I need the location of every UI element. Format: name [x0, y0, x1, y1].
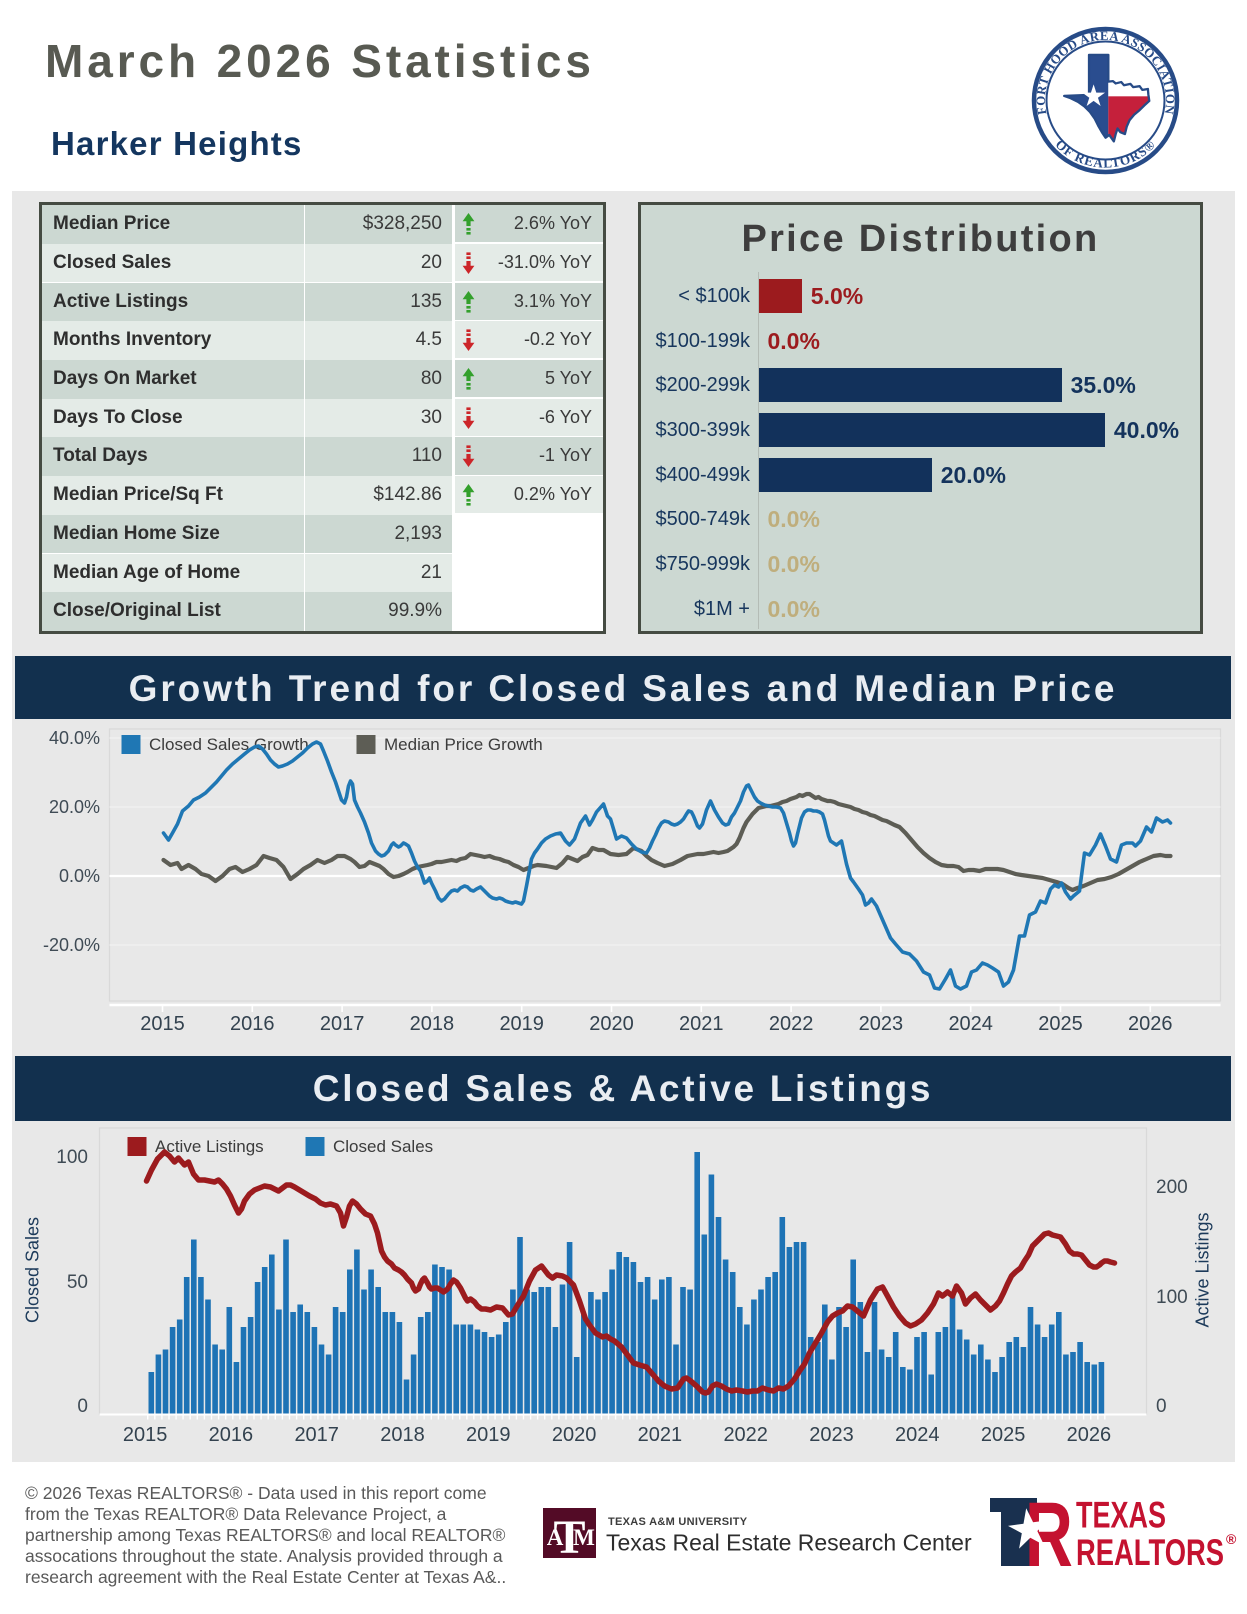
- svg-text:2017: 2017: [319, 1013, 364, 1035]
- svg-text:0: 0: [1156, 1396, 1167, 1417]
- svg-text:2023: 2023: [858, 1013, 903, 1035]
- svg-text:Closed Sales: Closed Sales: [333, 1137, 433, 1156]
- svg-text:A: A: [547, 1525, 564, 1550]
- svg-text:T: T: [553, 1511, 585, 1564]
- svg-text:20.0%: 20.0%: [48, 797, 99, 817]
- svg-text:Active Listings: Active Listings: [155, 1137, 264, 1156]
- svg-text:40.0%: 40.0%: [48, 728, 99, 748]
- svg-text:2026: 2026: [1066, 1424, 1111, 1446]
- svg-text:OF REALTORS®: OF REALTORS®: [1053, 136, 1159, 170]
- svg-text:2018: 2018: [409, 1013, 454, 1035]
- svg-text:2019: 2019: [466, 1424, 511, 1446]
- svg-text:2025: 2025: [980, 1424, 1025, 1446]
- svg-text:2026: 2026: [1128, 1013, 1173, 1035]
- svg-text:200: 200: [1156, 1177, 1188, 1198]
- svg-text:®: ®: [1226, 1531, 1237, 1547]
- svg-text:Closed Sales: Closed Sales: [22, 1217, 42, 1323]
- svg-text:2021: 2021: [679, 1013, 724, 1035]
- svg-text:100: 100: [1156, 1287, 1188, 1308]
- svg-text:2024: 2024: [895, 1424, 940, 1446]
- svg-text:2024: 2024: [948, 1013, 993, 1035]
- svg-text:-20.0%: -20.0%: [42, 935, 99, 955]
- svg-text:Closed Sales Growth: Closed Sales Growth: [149, 735, 309, 754]
- svg-text:2015: 2015: [140, 1013, 185, 1035]
- svg-text:2015: 2015: [122, 1424, 167, 1446]
- svg-text:2016: 2016: [208, 1424, 253, 1446]
- svg-text:100: 100: [56, 1147, 88, 1168]
- svg-text:2023: 2023: [809, 1424, 854, 1446]
- svg-text:2022: 2022: [723, 1424, 768, 1446]
- svg-text:2019: 2019: [499, 1013, 544, 1035]
- svg-text:2022: 2022: [768, 1013, 813, 1035]
- svg-text:2016: 2016: [230, 1013, 275, 1035]
- svg-text:2025: 2025: [1038, 1013, 1083, 1035]
- svg-text:2018: 2018: [380, 1424, 425, 1446]
- svg-text:M: M: [573, 1525, 595, 1550]
- svg-text:0.0%: 0.0%: [58, 866, 99, 886]
- svg-text:REALTORS: REALTORS: [1076, 1532, 1224, 1573]
- svg-text:Texas Real Estate Research Cen: Texas Real Estate Research Center: [606, 1530, 972, 1556]
- svg-text:2017: 2017: [294, 1424, 339, 1446]
- svg-text:2020: 2020: [551, 1424, 596, 1446]
- svg-text:2020: 2020: [589, 1013, 634, 1035]
- svg-text:Active Listings: Active Listings: [1192, 1212, 1212, 1327]
- svg-text:2021: 2021: [637, 1424, 682, 1446]
- svg-text:Median Price Growth: Median Price Growth: [384, 735, 543, 754]
- svg-text:TEXAS: TEXAS: [1076, 1495, 1166, 1536]
- svg-text:50: 50: [66, 1272, 87, 1293]
- svg-text:TEXAS A&M UNIVERSITY: TEXAS A&M UNIVERSITY: [608, 1516, 748, 1528]
- svg-text:0: 0: [77, 1396, 88, 1417]
